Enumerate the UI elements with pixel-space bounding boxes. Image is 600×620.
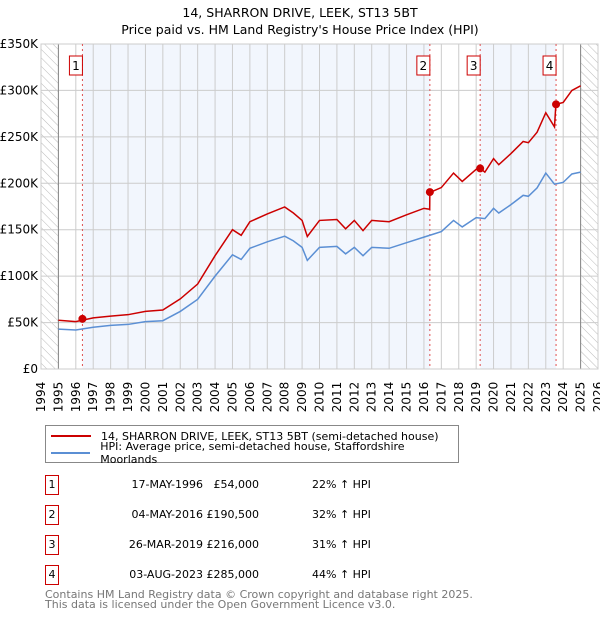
x-tick-label: 2004: [208, 382, 222, 413]
sale-row: 2 04-MAY-2016 £190,500 32% ↑ HPI: [45, 505, 465, 525]
x-tick-label: 2023: [539, 382, 553, 413]
y-tick-label: £300K: [0, 83, 39, 97]
sale-row: 4 03-AUG-2023 £285,000 44% ↑ HPI: [45, 565, 465, 585]
x-tick-label: 1999: [121, 382, 135, 413]
x-tick-label: 2007: [260, 382, 274, 413]
y-tick-label: £150K: [0, 223, 39, 237]
sale-hpi-change: 32% ↑ HPI: [312, 508, 371, 521]
property-price-line: [58, 85, 581, 323]
x-tick-label: 2010: [313, 382, 327, 413]
legend-item-hpi: HPI: Average price, semi-detached house,…: [46, 440, 458, 466]
x-tick-label: 2022: [521, 382, 535, 413]
sale-point: [552, 100, 561, 109]
legend-label: HPI: Average price, semi-detached house,…: [100, 440, 405, 466]
sale-number: 3: [45, 535, 59, 555]
sale-label: 2: [420, 59, 428, 73]
sale-label: 1: [72, 59, 80, 73]
x-tick-label: 1994: [34, 382, 48, 413]
x-tick-label: 2016: [417, 382, 431, 413]
x-tick-label: 2003: [191, 382, 205, 413]
x-tick-label: 2000: [138, 382, 152, 413]
x-tick-label: 1996: [69, 382, 83, 413]
x-tick-label: 2015: [400, 382, 414, 413]
y-tick-label: £250K: [0, 130, 39, 144]
x-tick-label: 2013: [365, 382, 379, 413]
x-tick-label: 2008: [278, 382, 292, 413]
x-tick-label: 1997: [86, 382, 100, 413]
x-tick-label: 2009: [295, 382, 309, 413]
x-tick-label: 2024: [556, 382, 570, 413]
sale-date: 26-MAR-2019: [128, 538, 203, 551]
sale-price: £190,500: [206, 508, 260, 521]
shaded-period: [480, 44, 557, 369]
x-tick-label: 2001: [156, 382, 170, 413]
x-tick-label: 2002: [173, 382, 187, 413]
plot-border: [40, 43, 599, 370]
no-data-region: [580, 44, 598, 369]
sale-price: £54,000: [213, 478, 260, 491]
x-tick-label: 2012: [347, 382, 361, 413]
sale-label-box: [542, 55, 557, 76]
x-tick-label: 2019: [469, 382, 483, 413]
footer: Contains HM Land Registry data © Crown c…: [45, 588, 473, 611]
sale-row: 3 26-MAR-2019 £216,000 31% ↑ HPI: [45, 535, 465, 555]
sale-price: £285,000: [206, 568, 260, 581]
x-tick-label: 2014: [382, 382, 396, 413]
sale-point: [476, 164, 485, 173]
sale-label: 3: [470, 59, 478, 73]
x-tick-label: 2006: [243, 382, 257, 413]
x-tick-label: 2005: [225, 382, 239, 413]
chart-title: 14, SHARRON DRIVE, LEEK, ST13 5BT: [182, 5, 418, 20]
footer-line: This data is licensed under the Open Gov…: [45, 598, 396, 611]
y-tick-label: £100K: [0, 269, 39, 283]
footer-line: Contains HM Land Registry data © Crown c…: [45, 588, 473, 601]
sale-point: [425, 188, 434, 197]
sale-price: £216,000: [206, 538, 260, 551]
legend-label: 14, SHARRON DRIVE, LEEK, ST13 5BT (semi-…: [101, 429, 439, 443]
y-tick-label: £0: [23, 362, 38, 376]
y-tick-label: £350K: [0, 37, 39, 51]
x-tick-label: 2025: [574, 382, 588, 413]
sale-point: [78, 314, 87, 323]
sale-label: 4: [546, 59, 554, 73]
price-chart: 1994 1995 1996 1997 1998 1999 2000 2001 2002 2003…: [0, 37, 600, 413]
sale-label-box: [416, 55, 431, 76]
no-data-region: [41, 44, 59, 369]
legend: 14, SHARRON DRIVE, LEEK, ST13 5BT (semi-…: [45, 425, 459, 466]
chart-subtitle: Price paid vs. HM Land Registry's House …: [121, 22, 479, 37]
hpi-line: [58, 171, 581, 331]
x-tick-label: 2018: [452, 382, 466, 413]
sale-number: 4: [45, 565, 59, 585]
sale-date: 17-MAY-1996: [131, 478, 203, 491]
x-tick-label: 2011: [330, 382, 344, 413]
sale-row: 1 17-MAY-1996 £54,000 22% ↑ HPI: [45, 475, 465, 495]
y-tick-label: £50K: [7, 316, 39, 330]
sale-label-box: [68, 55, 83, 76]
x-tick-label: 1995: [51, 382, 65, 413]
x-tick-label: 2021: [504, 382, 518, 413]
sale-number: 1: [45, 475, 59, 495]
x-tick-label: 1998: [104, 382, 118, 413]
sale-number: 2: [45, 505, 59, 525]
legend-item-property: 14, SHARRON DRIVE, LEEK, ST13 5BT (semi-…: [46, 428, 439, 444]
x-tick-label: 2020: [487, 382, 501, 413]
sale-hpi-change: 31% ↑ HPI: [312, 538, 371, 551]
sale-hpi-change: 44% ↑ HPI: [312, 568, 371, 581]
y-tick-label: £200K: [0, 176, 39, 190]
x-tick-label: 2026: [591, 382, 600, 413]
shaded-period: [82, 44, 430, 369]
sale-date: 04-MAY-2016: [131, 508, 203, 521]
sale-label-box: [466, 55, 481, 76]
sale-hpi-change: 22% ↑ HPI: [312, 478, 371, 491]
sale-date: 03-AUG-2023: [129, 568, 203, 581]
x-tick-label: 2017: [434, 382, 448, 413]
